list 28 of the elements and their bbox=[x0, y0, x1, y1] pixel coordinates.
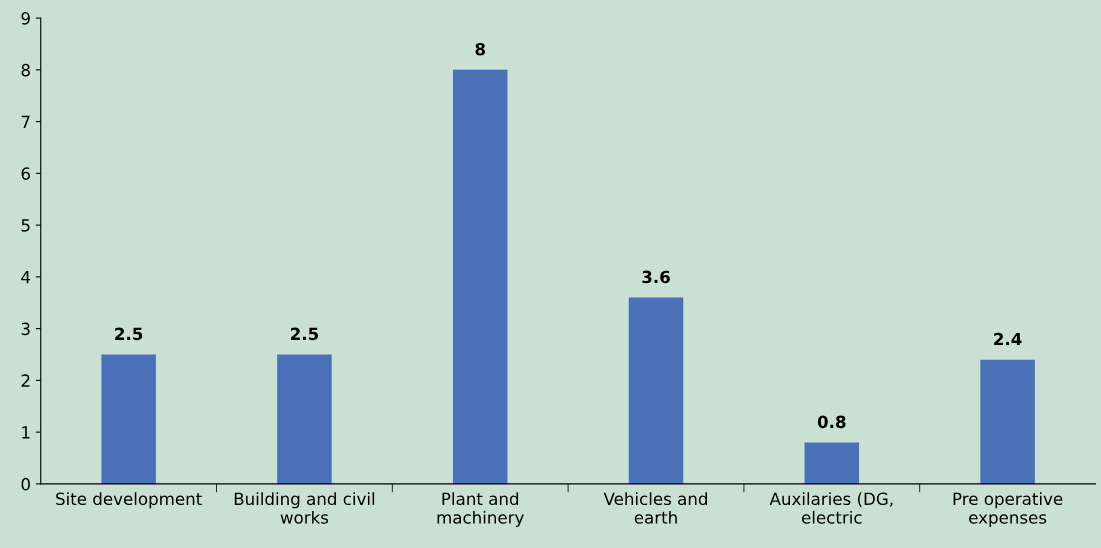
x-tick-label: Auxilaries (DG, electric bbox=[769, 492, 893, 524]
x-tick-label: Pre operative expenses bbox=[953, 492, 1063, 528]
x-tick-label: Building and civil works bbox=[234, 492, 375, 524]
data-label: 3.6 bbox=[642, 270, 670, 284]
y-tick-label: 0 bbox=[21, 477, 30, 491]
x-tick-label: Vehicles and earth bbox=[603, 492, 707, 524]
bar bbox=[101, 354, 156, 484]
data-label: 2.4 bbox=[994, 332, 1022, 346]
y-tick-label: 6 bbox=[21, 167, 30, 180]
y-tick-label: 1 bbox=[22, 426, 30, 439]
y-tick-label: 8 bbox=[21, 63, 30, 77]
y-tick-label: 7 bbox=[21, 115, 30, 128]
bar bbox=[628, 297, 684, 484]
y-tick-label: 9 bbox=[21, 12, 30, 25]
data-label: 0.8 bbox=[817, 415, 846, 429]
data-label: 2.5 bbox=[115, 327, 143, 341]
x-tick-label: Plant and machinery bbox=[437, 492, 524, 528]
y-tick-label: 2 bbox=[21, 374, 30, 387]
y-tick-label: 3 bbox=[21, 322, 30, 336]
bar bbox=[452, 69, 508, 484]
data-label: 8 bbox=[475, 42, 485, 56]
bar bbox=[804, 442, 860, 484]
y-tick-label: 4 bbox=[21, 271, 31, 284]
x-tick-label: Site development bbox=[56, 492, 202, 509]
bar bbox=[980, 359, 1035, 484]
y-tick-label: 5 bbox=[21, 219, 30, 232]
bar bbox=[277, 354, 332, 484]
data-label: 2.5 bbox=[290, 327, 319, 341]
